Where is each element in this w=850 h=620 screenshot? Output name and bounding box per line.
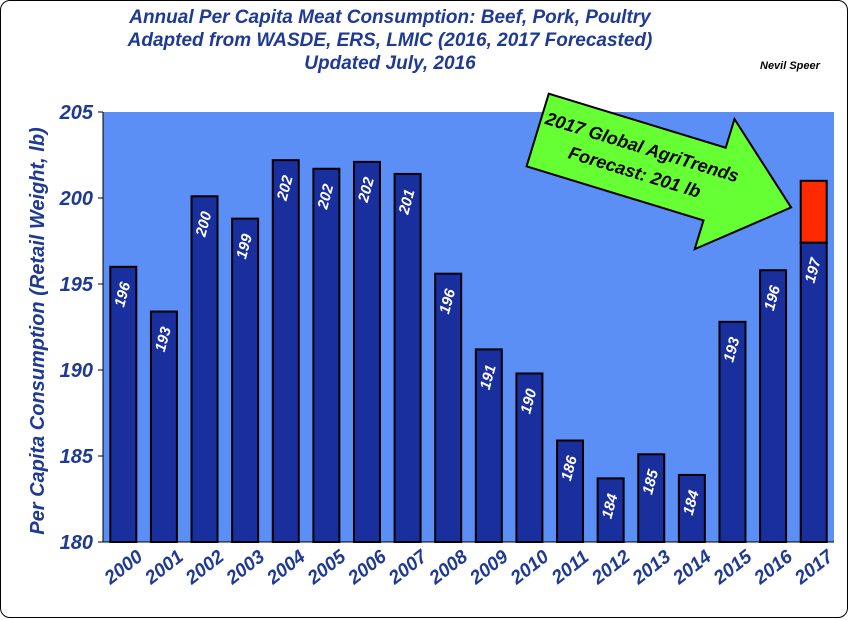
- bar-2013: [637, 453, 666, 543]
- bar-2008: [434, 272, 463, 543]
- bar-2001: [149, 310, 178, 543]
- x-tick-label-2002: 2002: [181, 546, 228, 589]
- data-label-2004: 202: [274, 173, 297, 203]
- data-label-2002: 200: [192, 209, 215, 239]
- x-tick-label-2017: 2017: [790, 546, 838, 590]
- data-label-2016: 196: [761, 283, 784, 312]
- title-line-3: Updated July, 2016: [304, 53, 476, 74]
- x-tick-label-2012: 2012: [587, 546, 634, 589]
- data-label-2014: 184: [680, 488, 703, 517]
- bar-2000: [109, 265, 138, 543]
- author-credit: Nevil Speer: [760, 60, 820, 72]
- x-tick-label-2014: 2014: [669, 546, 716, 589]
- y-tick-label: 200: [59, 188, 93, 210]
- data-label-2015: 193: [721, 335, 744, 364]
- x-tick-label-2005: 2005: [303, 546, 350, 589]
- bar-2006: [352, 160, 381, 543]
- bar-2014: [677, 473, 706, 544]
- bar-2003: [231, 217, 260, 543]
- x-axis: 2000200120022003200420052006200720082009…: [100, 541, 839, 590]
- x-tick-label-2008: 2008: [425, 546, 472, 589]
- y-tick-label: 195: [60, 274, 94, 296]
- data-label-2013: 185: [639, 467, 662, 496]
- y-axis-label: Per Capita Consumption (Retail Weight, l…: [27, 127, 49, 535]
- x-tick-label-2004: 2004: [262, 546, 309, 589]
- y-tick-label: 190: [60, 360, 93, 382]
- x-tick-label-2015: 2015: [709, 546, 756, 589]
- bar-2010: [515, 372, 544, 543]
- data-label-2010: 190: [517, 386, 540, 415]
- x-tick-label-2001: 2001: [141, 546, 188, 589]
- x-tick-label-2013: 2013: [628, 546, 675, 589]
- x-tick-label-2009: 2009: [466, 546, 513, 589]
- bar-2011: [556, 439, 585, 543]
- data-label-2012: 184: [599, 491, 622, 520]
- x-tick-label-2000: 2000: [100, 546, 147, 589]
- x-tick-label-2007: 2007: [384, 546, 432, 590]
- bar-2017: [799, 241, 828, 543]
- forecast-bar-segment: [799, 179, 828, 244]
- x-tick-label-2003: 2003: [222, 546, 269, 589]
- y-tick-label: 185: [60, 446, 94, 468]
- x-tick-label-2016: 2016: [750, 546, 797, 589]
- data-label-2011: 186: [558, 453, 581, 482]
- bar-2012: [596, 477, 625, 543]
- data-label-2007: 201: [395, 187, 418, 217]
- data-label-2009: 191: [477, 363, 500, 392]
- bar-2007: [393, 172, 422, 543]
- x-tick-label-2010: 2010: [506, 546, 553, 589]
- title-line-1: Annual Per Capita Meat Consumption: Beef…: [129, 7, 651, 28]
- title-line-2: Adapted from WASDE, ERS, LMIC (2016, 201…: [127, 30, 653, 51]
- x-tick-label-2006: 2006: [344, 546, 391, 589]
- data-label-2017: 197: [802, 256, 825, 285]
- y-tick-label: 205: [59, 102, 94, 124]
- data-label-2001: 193: [152, 324, 175, 353]
- annotation-arrow: [525, 92, 793, 251]
- data-label-2000: 196: [111, 280, 134, 309]
- bar-2005: [312, 167, 341, 543]
- y-tick-label: 180: [60, 532, 93, 554]
- x-tick-label-2011: 2011: [547, 547, 593, 589]
- bars-group: 196 193 200 199 202 202 202 201 196 191 190 186 184 1…: [109, 159, 828, 544]
- data-label-2005: 202: [314, 182, 337, 212]
- data-label-2008: 196: [436, 287, 459, 316]
- bar-2002: [190, 195, 219, 543]
- chart-title: Annual Per Capita Meat Consumption: Beef…: [40, 6, 740, 75]
- y-axis: 180 185 190 195 200 205: [59, 102, 104, 554]
- data-label-2003: 199: [233, 232, 256, 261]
- bar-2004: [271, 159, 300, 543]
- data-label-2006: 202: [355, 175, 378, 205]
